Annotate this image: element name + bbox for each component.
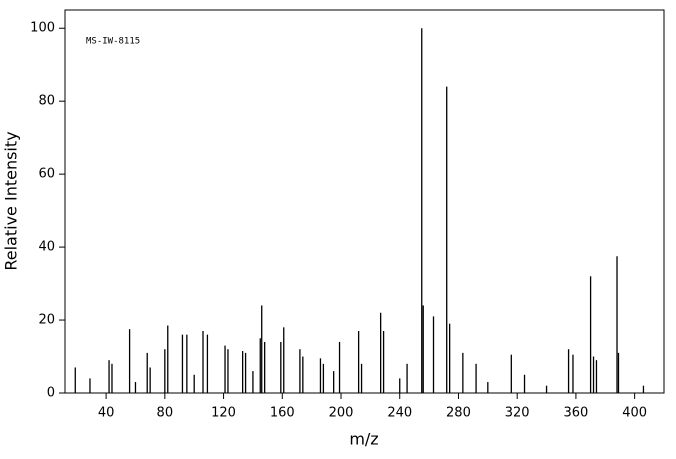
x-tick-label: 400 — [622, 406, 647, 421]
x-tick-label: 40 — [98, 406, 115, 421]
y-tick-label: 60 — [38, 167, 55, 182]
x-tick-label: 280 — [446, 406, 471, 421]
x-tick-label: 240 — [387, 406, 412, 421]
x-tick-label: 360 — [563, 406, 588, 421]
x-axis-label: m/z — [349, 430, 378, 449]
annotation: MS-IW-8115 — [86, 37, 140, 47]
y-tick-label: 100 — [30, 21, 55, 36]
x-tick-label: 160 — [270, 406, 295, 421]
x-tick-label: 120 — [211, 406, 236, 421]
x-tick-label: 320 — [505, 406, 530, 421]
y-tick-label: 80 — [38, 94, 55, 109]
x-tick-label: 80 — [157, 406, 174, 421]
y-tick-label: 0 — [47, 386, 55, 401]
y-tick-label: 20 — [38, 313, 55, 328]
x-tick-label: 200 — [329, 406, 354, 421]
y-axis-label: Relative Intensity — [2, 131, 21, 270]
y-tick-label: 40 — [38, 240, 55, 255]
plot-frame — [64, 9, 665, 394]
